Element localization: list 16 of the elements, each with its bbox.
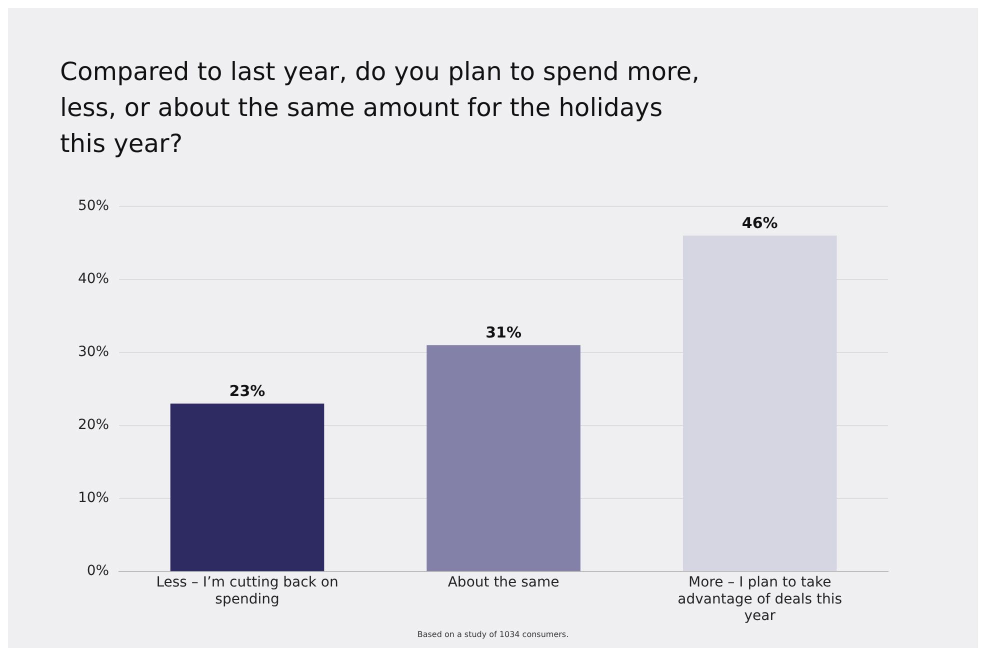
data-label: 46% xyxy=(742,214,778,232)
y-tick-label: 20% xyxy=(78,417,110,434)
x-tick-label: More – I plan to take advantage of deals this year xyxy=(678,574,842,624)
x-tick-label: Less – I’m cutting back on spending xyxy=(156,574,338,608)
y-tick-label: 0% xyxy=(86,563,110,580)
chart-title: Compared to last year, do you plan to spend more, less, or about the same amount for the holidays this year? xyxy=(60,56,700,160)
x-tick-label: About the same xyxy=(448,574,560,591)
data-label: 31% xyxy=(486,324,522,342)
y-tick-label: 40% xyxy=(78,271,110,288)
y-tick-label: 10% xyxy=(78,490,110,506)
data-label: 23% xyxy=(229,382,266,400)
bar xyxy=(170,404,324,572)
bar xyxy=(426,345,580,572)
y-tick-label: 30% xyxy=(78,344,110,360)
text: Based on a study of 1034 consumers. xyxy=(416,630,570,639)
y-tick-label: 50% xyxy=(78,198,110,214)
